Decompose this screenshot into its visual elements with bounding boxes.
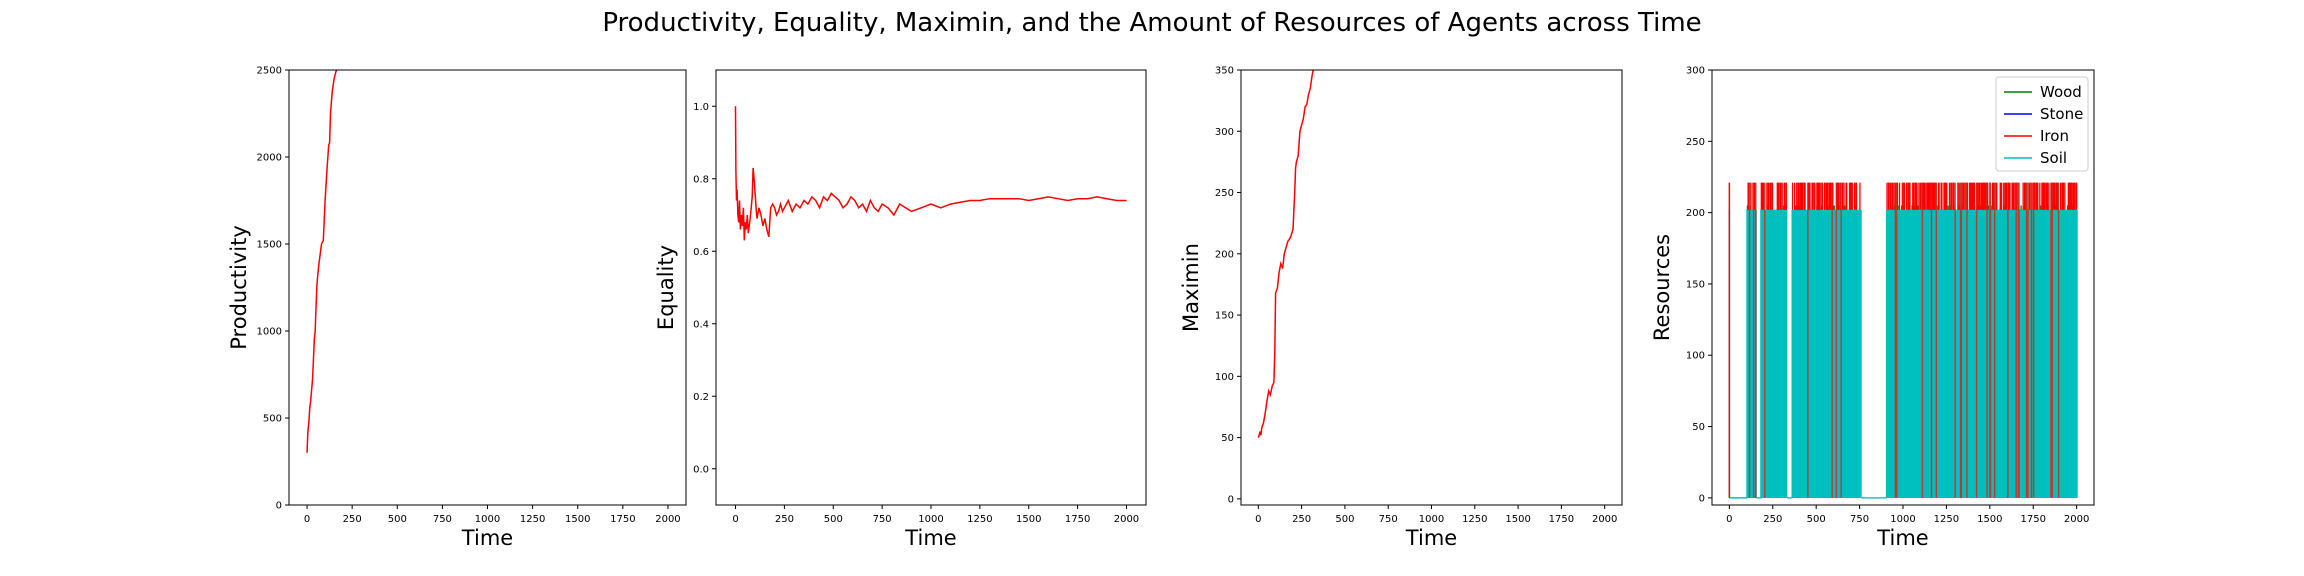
x-axis-label: Time bbox=[461, 526, 513, 550]
x-axis-label: Time bbox=[1405, 526, 1457, 550]
y-tick-label: 250 bbox=[1215, 188, 1234, 199]
y-axis-label: Resources bbox=[1650, 234, 1674, 341]
series-line-1 bbox=[306, 70, 338, 453]
x-axis-label: Time bbox=[904, 526, 956, 550]
subplot-2: 0 250 500 750 1000 1250 1500 1750 2000 0.0 0.2 0.4 0… bbox=[654, 69, 1147, 550]
x-tick-label: 1250 bbox=[967, 514, 992, 525]
y-tick-label: 300 bbox=[1215, 127, 1234, 138]
y-axis-label: Productivity bbox=[227, 225, 251, 350]
axes-frame bbox=[1240, 69, 1623, 506]
legend-label: Soil bbox=[2040, 149, 2067, 167]
y-tick-label: 200 bbox=[1215, 249, 1234, 260]
x-tick-label: 1250 bbox=[1934, 514, 1959, 525]
y-tick-label: 0.4 bbox=[693, 319, 709, 330]
x-tick-label: 0 bbox=[1726, 514, 1732, 525]
x-tick-label: 2000 bbox=[2064, 514, 2089, 525]
series-line-1 bbox=[734, 106, 1127, 241]
x-tick-label: 500 bbox=[388, 514, 407, 525]
subplot-4: 0 250 500 750 1000 1250 1500 1750 2000 0 50 100 150 2… bbox=[1650, 66, 2095, 550]
y-tick-label: 500 bbox=[263, 414, 282, 425]
x-axis-label: Time bbox=[1876, 526, 1928, 550]
x-tick-label: 250 bbox=[1763, 514, 1782, 525]
y-axis-label: Equality bbox=[654, 245, 678, 330]
x-tick-label: 1500 bbox=[1977, 514, 2002, 525]
x-tick-label: 750 bbox=[873, 514, 892, 525]
y-tick-label: 100 bbox=[1686, 351, 1705, 362]
x-tick-label: 1250 bbox=[1462, 514, 1487, 525]
y-tick-label: 250 bbox=[1686, 137, 1705, 148]
legend: Wood Stone Iron Soil bbox=[1995, 76, 2089, 172]
y-tick-label: 0.0 bbox=[693, 464, 709, 475]
y-tick-label: 0 bbox=[276, 501, 282, 512]
y-tick-label: 2000 bbox=[257, 153, 282, 164]
subplot-3: 0 250 500 750 1000 1250 1500 1750 2000 0 50 100 150 2… bbox=[1179, 66, 1623, 550]
legend-box bbox=[1995, 76, 2089, 172]
x-tick-label: 500 bbox=[1335, 514, 1354, 525]
x-tick-label: 0 bbox=[1255, 514, 1261, 525]
y-tick-label: 150 bbox=[1686, 279, 1705, 290]
x-tick-label: 1750 bbox=[1065, 514, 1090, 525]
legend-label: Stone bbox=[2040, 105, 2083, 123]
plot-area bbox=[1728, 182, 2078, 499]
x-tick-label: 1500 bbox=[565, 514, 590, 525]
x-tick-label: 1000 bbox=[918, 514, 943, 525]
y-tick-label: 1000 bbox=[257, 327, 282, 338]
y-tick-label: 1.0 bbox=[693, 102, 709, 113]
y-tick-label: 200 bbox=[1686, 208, 1705, 219]
x-tick-label: 1500 bbox=[1016, 514, 1041, 525]
x-tick-label: 500 bbox=[824, 514, 843, 525]
x-tick-label: 1000 bbox=[475, 514, 500, 525]
x-tick-label: 1750 bbox=[610, 514, 635, 525]
series-soil bbox=[1728, 209, 2078, 499]
x-tick-label: 2000 bbox=[1592, 514, 1617, 525]
plot-area bbox=[1257, 70, 1314, 438]
y-tick-label: 0.8 bbox=[693, 174, 709, 185]
y-tick-label: 300 bbox=[1686, 66, 1705, 77]
x-tick-label: 250 bbox=[775, 514, 794, 525]
y-tick-label: 350 bbox=[1215, 66, 1234, 77]
x-tick-label: 1750 bbox=[1549, 514, 1574, 525]
series-line-1 bbox=[1257, 70, 1314, 438]
y-tick-label: 0 bbox=[1228, 494, 1234, 505]
axes-frame bbox=[715, 69, 1147, 506]
subplot-1: 0 250 500 750 1000 1250 1500 1750 2000 0 500 1000 15… bbox=[227, 66, 687, 550]
x-tick-label: 750 bbox=[1379, 514, 1398, 525]
legend-label: Iron bbox=[2040, 127, 2069, 145]
legend-label: Wood bbox=[2040, 83, 2082, 101]
x-tick-label: 1750 bbox=[2021, 514, 2046, 525]
x-tick-label: 1000 bbox=[1890, 514, 1915, 525]
series-iron bbox=[1728, 182, 2078, 498]
y-tick-label: 1500 bbox=[257, 240, 282, 251]
axes-frame bbox=[288, 69, 687, 506]
x-tick-label: 250 bbox=[1292, 514, 1311, 525]
plot-area bbox=[734, 106, 1127, 241]
x-tick-label: 0 bbox=[304, 514, 310, 525]
x-tick-label: 2000 bbox=[1114, 514, 1139, 525]
x-tick-label: 500 bbox=[1807, 514, 1826, 525]
x-tick-label: 750 bbox=[433, 514, 452, 525]
y-tick-label: 50 bbox=[1221, 433, 1234, 444]
y-axis-label: Maximin bbox=[1179, 243, 1203, 332]
x-tick-label: 750 bbox=[1850, 514, 1869, 525]
x-tick-label: 1000 bbox=[1419, 514, 1444, 525]
figure-title: Productivity, Equality, Maximin, and the… bbox=[602, 8, 1701, 38]
x-tick-label: 2000 bbox=[655, 514, 680, 525]
y-tick-label: 100 bbox=[1215, 372, 1234, 383]
x-tick-label: 1250 bbox=[520, 514, 545, 525]
y-tick-label: 2500 bbox=[257, 66, 282, 77]
x-tick-label: 0 bbox=[732, 514, 738, 525]
y-tick-label: 50 bbox=[1692, 422, 1705, 433]
plot-area bbox=[306, 70, 338, 453]
y-tick-label: 0.2 bbox=[693, 392, 709, 403]
y-tick-label: 0.6 bbox=[693, 247, 709, 258]
x-tick-label: 1500 bbox=[1505, 514, 1530, 525]
y-tick-label: 150 bbox=[1215, 311, 1234, 322]
y-tick-label: 0 bbox=[1699, 493, 1705, 504]
x-tick-label: 250 bbox=[343, 514, 362, 525]
